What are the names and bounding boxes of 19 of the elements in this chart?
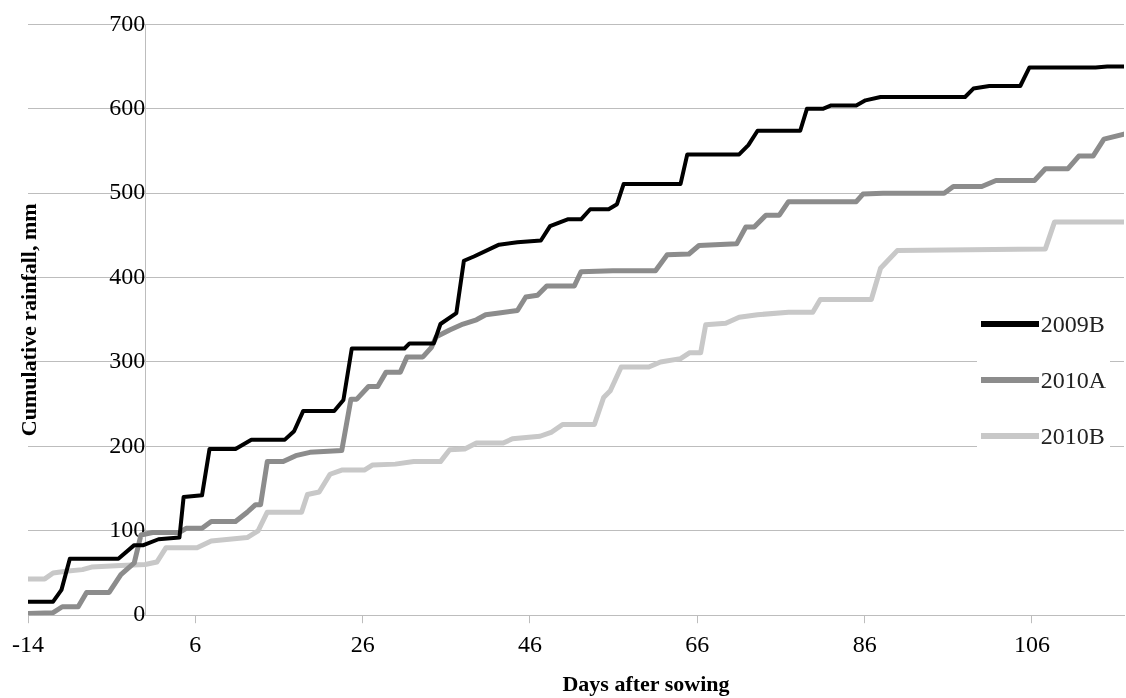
x-tick-label: 66 [685, 630, 710, 657]
y-tick-label: 600 [109, 94, 146, 121]
x-tick-label: 106 [1013, 630, 1050, 657]
x-tick-label: 86 [852, 630, 877, 657]
y-tick-label: 500 [109, 178, 146, 205]
x-tick-label: 6 [189, 630, 202, 657]
y-tick-label: 700 [109, 9, 146, 36]
y-tick-label: 400 [109, 262, 146, 289]
legend-label: 2009B [1040, 310, 1105, 338]
x-axis-title: Days after sowing [562, 670, 730, 696]
y-tick-label: 300 [109, 347, 146, 374]
legend-label: 2010A [1040, 366, 1106, 394]
y-axis-title: Cumulative rainfall, mm [15, 203, 41, 437]
y-tick-label: 0 [133, 600, 146, 627]
x-tick-label: 26 [350, 630, 375, 657]
x-tick-label: 46 [517, 630, 542, 657]
legend-label: 2010B [1040, 422, 1105, 450]
y-tick-label: 200 [109, 431, 146, 458]
x-tick-label: -14 [12, 630, 44, 657]
